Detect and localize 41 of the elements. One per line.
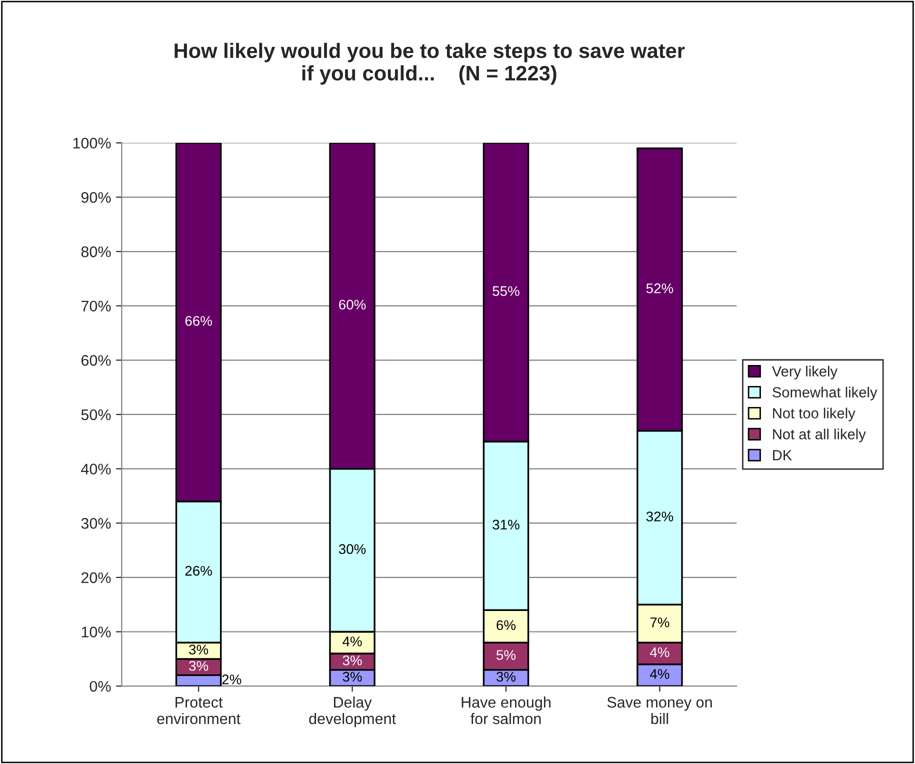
data-label: 4% (342, 636, 362, 646)
x-tick-label: Have enough for salmon (462, 696, 550, 724)
data-label: 4% (650, 647, 670, 658)
legend-label: DK (773, 450, 792, 460)
legend-label: Not too likely (773, 408, 856, 422)
data-label: 26% (185, 566, 212, 576)
data-label: 60% (339, 300, 366, 310)
y-tick-label: 90% (81, 192, 111, 203)
data-label: 32% (646, 512, 674, 522)
data-label: 4% (650, 669, 670, 679)
data-label: 3% (496, 672, 516, 682)
data-label: 66% (185, 316, 212, 326)
data-label: 3% (189, 644, 208, 654)
x-tick-label: Protect environment (157, 697, 240, 724)
data-label: 7% (650, 618, 670, 628)
data-label: 55% (492, 286, 520, 296)
data-label: 3% (189, 660, 208, 671)
y-tick-label: 70% (81, 300, 111, 312)
data-label: 2% (222, 674, 242, 684)
x-tick-label: Delay development (309, 696, 396, 728)
data-label: 5% (496, 650, 516, 660)
x-tick-label: Save money on bill (607, 696, 712, 724)
y-tick-label: 10% (82, 626, 111, 638)
chart-title: How likely would you be to take steps to save water if you could... (N = 1223) (174, 42, 685, 85)
data-label: 3% (342, 672, 362, 682)
y-tick-label: 0% (90, 680, 111, 692)
legend-label: Very likely (772, 366, 838, 380)
data-label: 6% (496, 620, 516, 630)
y-tick-label: 50% (81, 409, 111, 420)
data-label: 3% (342, 656, 362, 666)
y-tick-label: 30% (81, 518, 111, 529)
y-tick-label: 40% (81, 464, 111, 474)
y-tick-label: 60% (81, 355, 111, 366)
y-tick-label: 100% (73, 138, 111, 149)
data-label: 30% (338, 544, 366, 554)
legend-label: Somewhat likely (772, 386, 878, 400)
y-tick-label: 20% (81, 572, 111, 584)
data-label: 52% (646, 283, 674, 294)
data-label: 31% (492, 520, 520, 530)
y-tick-label: 80% (81, 246, 111, 258)
legend-label: Not at all likely (773, 428, 866, 442)
